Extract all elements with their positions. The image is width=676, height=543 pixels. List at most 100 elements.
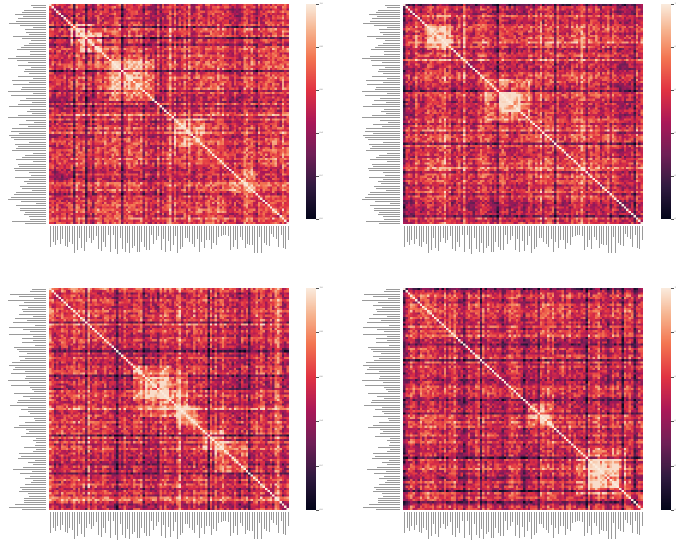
y-tick-label xyxy=(14,346,46,348)
x-tick-label xyxy=(430,512,432,537)
x-tick-label xyxy=(213,512,215,530)
x-tick-label xyxy=(91,512,92,530)
x-tick-label xyxy=(285,226,287,250)
x-tick-label xyxy=(163,512,164,525)
x-tick-label xyxy=(560,512,562,526)
y-tick-label xyxy=(25,371,46,373)
y-tick-label xyxy=(28,126,46,128)
y-tick-label xyxy=(24,477,46,479)
y-tick-label xyxy=(32,315,46,317)
x-tick-label xyxy=(242,512,244,527)
y-tick-label xyxy=(35,442,46,444)
x-tick-label xyxy=(641,226,643,241)
y-tick-label xyxy=(13,35,46,37)
y-tick-label xyxy=(20,207,46,209)
y-tick-label xyxy=(24,44,46,46)
x-tick-label xyxy=(266,512,268,532)
y-tick-label xyxy=(32,340,46,342)
x-tick-label xyxy=(437,226,439,252)
y-tick-label xyxy=(28,62,46,64)
x-tick-label xyxy=(464,512,466,539)
y-tick-label xyxy=(32,464,46,466)
y-tick-label xyxy=(381,110,400,112)
y-tick-label xyxy=(15,20,46,22)
x-tick-label xyxy=(259,512,260,524)
y-tick-label xyxy=(24,377,46,379)
x-tick-label xyxy=(208,226,210,241)
y-tick-label xyxy=(21,488,46,490)
x-tick-label xyxy=(555,512,557,529)
x-tick-label xyxy=(266,226,268,246)
x-tick-label xyxy=(259,226,260,238)
y-tick-label xyxy=(389,448,400,450)
x-tick-label xyxy=(476,226,478,250)
y-tick-label xyxy=(10,95,46,97)
y-tick-label xyxy=(365,79,400,81)
x-tick-label xyxy=(521,512,523,527)
y-tick-label xyxy=(15,148,46,150)
x-tick-label xyxy=(57,226,59,240)
x-tick-label xyxy=(103,512,104,529)
x-tick-label xyxy=(466,226,468,235)
x-tick-label xyxy=(170,512,172,537)
colorbar-ticks: 0.0 0.2 0.4 0.6 0.8 1.0 xyxy=(671,3,676,220)
x-tick-label xyxy=(79,512,80,525)
y-tick-label xyxy=(31,174,46,176)
x-tick-label xyxy=(629,226,631,240)
x-tick-label xyxy=(459,512,461,534)
x-tick-label xyxy=(622,226,624,247)
y-tick-label xyxy=(34,444,46,446)
x-tick-label xyxy=(464,226,466,253)
x-tick-label xyxy=(175,512,176,522)
x-tick-label xyxy=(449,512,451,523)
x-tick-label xyxy=(435,512,437,535)
y-tick-label xyxy=(17,49,46,51)
x-tick-label xyxy=(67,226,68,247)
y-tick-label xyxy=(389,203,400,205)
x-tick-label xyxy=(59,226,61,244)
y-tick-label xyxy=(24,222,46,224)
x-tick-label xyxy=(541,226,542,238)
y-tick-label xyxy=(371,402,400,404)
y-tick-label xyxy=(15,170,46,172)
y-tick-label xyxy=(378,44,400,46)
x-tick-label xyxy=(223,512,224,522)
y-tick-label xyxy=(8,134,46,136)
x-tick-label xyxy=(567,226,569,244)
x-tick-label xyxy=(215,226,217,245)
y-tick-label xyxy=(29,51,46,53)
y-tick-label xyxy=(372,75,400,77)
y-tick-label xyxy=(376,11,400,13)
y-tick-label xyxy=(23,395,46,397)
y-tick-label xyxy=(379,357,400,359)
x-tick-label xyxy=(524,226,526,251)
x-tick-label xyxy=(469,512,470,536)
y-tick-label xyxy=(33,27,46,29)
y-tick-label xyxy=(376,342,400,344)
y-tick-label xyxy=(388,324,400,326)
colorbar-tick xyxy=(316,465,319,467)
x-tick-label xyxy=(497,226,499,248)
x-tick-label xyxy=(191,512,193,530)
x-tick-label xyxy=(105,512,107,534)
x-tick-label xyxy=(581,512,583,522)
y-tick-label xyxy=(19,185,46,187)
x-tick-label xyxy=(184,512,186,524)
x-tick-label xyxy=(98,512,100,535)
x-tick-label xyxy=(531,512,533,539)
y-tick-label xyxy=(17,400,46,402)
colorbar-tick xyxy=(316,288,319,289)
y-tick-label xyxy=(31,482,46,484)
x-tick-label xyxy=(579,512,581,521)
x-tick-label xyxy=(533,226,535,250)
y-tick-label xyxy=(30,66,46,68)
y-tick-label xyxy=(378,377,400,379)
y-tick-label xyxy=(387,7,400,9)
x-tick-label xyxy=(569,512,571,531)
x-tick-label xyxy=(107,226,109,236)
x-tick-label xyxy=(543,512,545,529)
x-tick-label xyxy=(632,512,634,533)
y-tick-label xyxy=(373,473,400,475)
x-tick-label xyxy=(182,512,184,533)
x-tick-label xyxy=(507,512,509,531)
